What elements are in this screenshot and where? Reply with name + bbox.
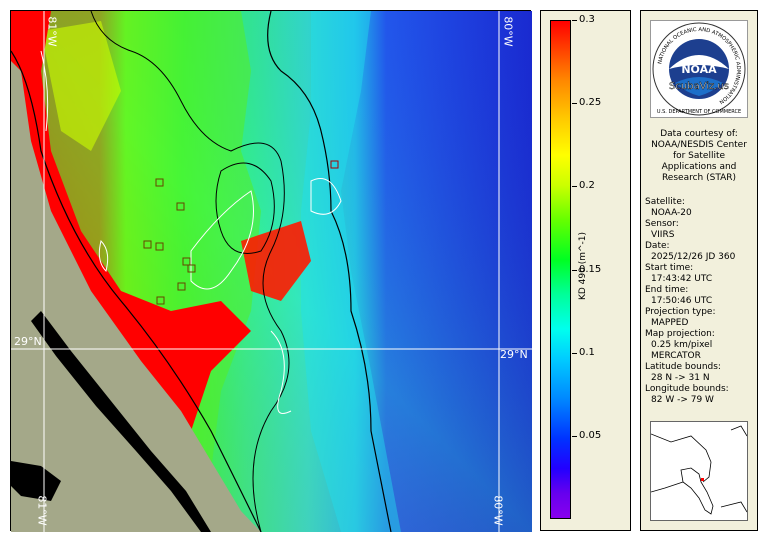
contour-a [190, 190, 254, 290]
field-label: Satellite: [645, 197, 685, 207]
field-value: 2025/12/26 JD 360 [651, 252, 736, 262]
noaa-logo: NATIONAL OCEANIC AND ATMOSPHERIC ADMINIS… [650, 20, 748, 118]
courtesy-line: Data courtesy of: [660, 129, 738, 139]
grid-label-left-lat: 29°N [14, 335, 42, 348]
colorbar-tick-label: 0.15 [579, 263, 602, 275]
station-marker [182, 257, 191, 266]
courtesy-line: NOAA/NESDIS Center [651, 140, 747, 150]
colorbar-gradient [550, 20, 571, 519]
field-value: 17:50:46 UTC [651, 296, 713, 306]
station-marker [156, 296, 165, 305]
station-marker [155, 242, 164, 251]
map-canvas [11, 11, 532, 532]
field-value: 0.25 km/pixel [651, 340, 713, 350]
coastline-offshore [267, 11, 392, 532]
contour-e [40, 50, 49, 132]
courtesy-block: Data courtesy of: NOAA/NESDIS Center for… [645, 129, 753, 184]
coast-dark-patch [11, 461, 61, 501]
field-label: Start time: [645, 263, 694, 273]
contour-c [98, 240, 109, 272]
yellow-patch [41, 21, 121, 151]
barrier-island [31, 311, 211, 532]
field-value: 82 W -> 79 W [651, 395, 714, 405]
field-label: Map projection: [645, 329, 715, 339]
colorbar-tick [572, 186, 577, 188]
coastline-main [11, 50, 262, 532]
metadata-block: Satellite: NOAA-20 Sensor: VIIRS Date: 2… [645, 197, 753, 406]
field-label: End time: [645, 285, 689, 295]
grid-label-top-left: 81°W [45, 16, 59, 47]
field-value: MERCATOR [651, 351, 701, 361]
grid-label-top-right: 80°W [501, 16, 515, 47]
contour-d [270, 330, 292, 414]
red-spot [241, 221, 311, 301]
shelf-band [301, 11, 401, 532]
field-label: Date: [645, 241, 670, 251]
colorbar-tick-label: 0.05 [579, 429, 602, 441]
lake-outline [215, 162, 275, 254]
coastline-inner [90, 11, 290, 532]
florida-locator-icon [651, 425, 747, 515]
logo-text: NOAA [681, 63, 717, 76]
turbid-red-band [11, 11, 251, 532]
station-marker [187, 264, 196, 273]
kd490-map: 81°W 80°W 81°W 80°W 29°N 29°N [10, 10, 532, 532]
field-value: VIIRS [651, 230, 675, 240]
colorbar-tick [572, 20, 577, 21]
colorbar-tick [572, 103, 577, 105]
field-value: 28 N -> 31 N [651, 373, 710, 383]
grid-label-right-lat: 29°N [500, 348, 528, 361]
colorbar-tick [572, 352, 577, 354]
colorbar-tick [572, 269, 577, 271]
station-marker [330, 160, 339, 169]
station-marker [155, 178, 164, 187]
station-marker [176, 202, 185, 211]
courtesy-line: Research (STAR) [661, 173, 737, 183]
colorbar-tick-label: 0.2 [579, 180, 595, 192]
field-value: 17:43:42 UTC [651, 274, 713, 284]
land-mass [11, 61, 261, 532]
courtesy-line: Applications and [661, 162, 737, 172]
field-label: Longitude bounds: [645, 384, 729, 394]
logo-bottom-text: U.S. DEPARTMENT OF COMMERCE [657, 109, 741, 115]
field-label: Sensor: [645, 219, 679, 229]
colorbar-tick-label: 0.1 [579, 346, 595, 358]
station-marker [177, 282, 186, 291]
info-panel: NATIONAL OCEANIC AND ATMOSPHERIC ADMINIS… [640, 10, 758, 531]
station-marker [143, 240, 152, 249]
colorbar-tick-label: 0.25 [579, 97, 602, 109]
colorbar-title: KD 490 (m^-1) [578, 231, 588, 301]
region-indicator [701, 478, 704, 481]
field-label: Projection type: [645, 307, 716, 317]
noaa-seal-icon: NATIONAL OCEANIC AND ATMOSPHERIC ADMINIS… [652, 22, 746, 116]
colorbar-panel: 0.3 0.25 0.2 0.15 0.1 0.05 KD 490 (m^-1) [540, 10, 631, 531]
locator-inset-map [650, 421, 748, 521]
field-value: NOAA-20 [651, 208, 692, 218]
courtesy-line: for Satellite [672, 151, 726, 161]
colorbar-tick [572, 435, 577, 437]
field-label: Latitude bounds: [645, 362, 721, 372]
field-value: MAPPED [651, 318, 689, 328]
contour-b [310, 178, 342, 215]
grid-label-bottom-left: 81°W [35, 495, 49, 526]
watermark-text: ScubaViz.us [669, 81, 729, 92]
grid-label-bottom-right: 80°W [491, 495, 505, 526]
colorbar-tick-label: 0.3 [579, 14, 595, 25]
